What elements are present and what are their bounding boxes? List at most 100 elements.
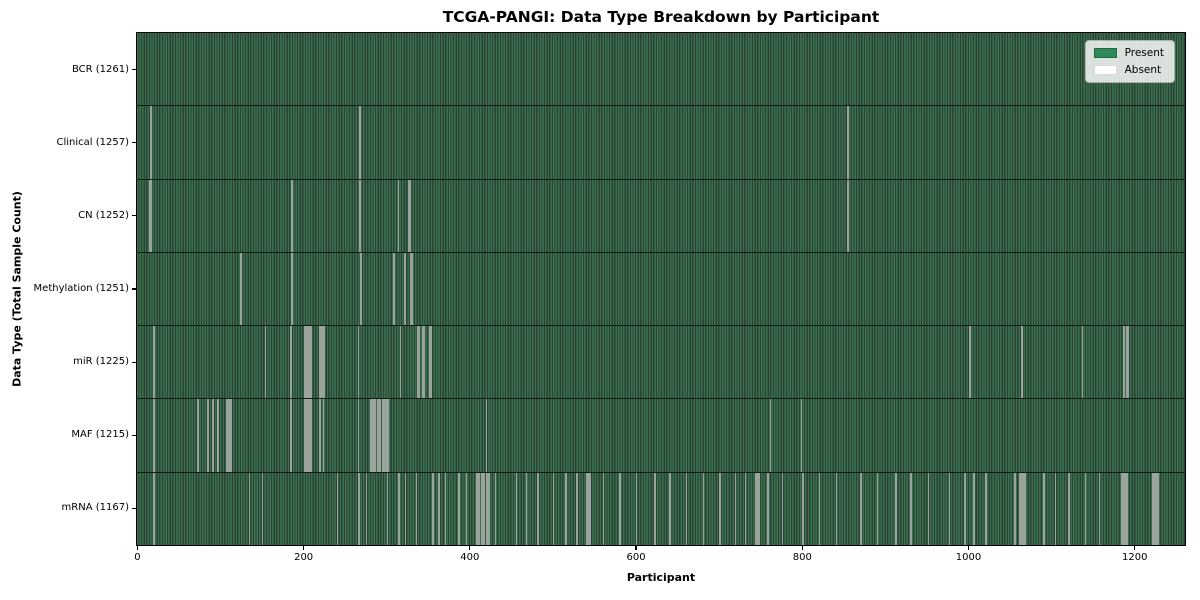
- absent-line: [417, 326, 419, 399]
- absent-line: [398, 472, 400, 545]
- absent-line: [307, 399, 310, 472]
- absent-line: [702, 472, 704, 545]
- absent-line: [1054, 472, 1057, 545]
- absent-line: [1156, 472, 1158, 545]
- absent-line: [525, 472, 527, 545]
- absent-line: [411, 252, 414, 326]
- absent-line: [654, 472, 656, 545]
- x-tick: [967, 546, 970, 550]
- absent-line: [357, 326, 360, 399]
- x-tick-label: 600: [626, 552, 646, 563]
- absent-line: [309, 399, 311, 472]
- absent-line: [306, 399, 309, 472]
- x-tick-label: 800: [792, 552, 812, 563]
- absent-line: [370, 399, 372, 472]
- absent-line: [781, 472, 783, 545]
- absent-line: [482, 472, 484, 545]
- x-tick-label: 1000: [955, 552, 982, 563]
- y-tick: [132, 68, 136, 71]
- absent-line: [304, 399, 306, 472]
- absent-line: [397, 179, 399, 252]
- absent-line: [1153, 472, 1156, 545]
- absent-line: [153, 472, 155, 545]
- absent-line: [1020, 472, 1023, 545]
- x-axis-label: Participant: [626, 571, 696, 584]
- absent-line: [964, 472, 966, 545]
- absent-line: [305, 326, 307, 399]
- absent-line: [769, 399, 772, 472]
- absent-line: [359, 179, 361, 252]
- absent-line: [1124, 472, 1127, 545]
- plot-area: Present Absent: [136, 32, 1186, 546]
- absent-line: [477, 472, 479, 545]
- absent-line: [228, 399, 231, 472]
- absent-line: [1122, 472, 1124, 545]
- absent-line: [150, 179, 153, 252]
- absent-line: [393, 252, 395, 326]
- absent-line: [847, 179, 849, 252]
- absent-line: [588, 472, 591, 545]
- absent-line: [400, 326, 402, 399]
- absent-line: [357, 399, 360, 472]
- absent-line: [744, 472, 747, 545]
- absent-line: [306, 399, 308, 472]
- data-type-row: [137, 326, 1185, 400]
- absent-line: [207, 399, 209, 472]
- absent-line: [149, 179, 152, 252]
- absent-line: [422, 326, 424, 399]
- absent-line: [985, 472, 987, 545]
- absent-line: [319, 399, 321, 472]
- absent-line: [552, 472, 555, 545]
- absent-line: [1043, 472, 1045, 545]
- absent-line: [438, 472, 440, 545]
- data-type-row: [137, 179, 1185, 253]
- absent-line: [478, 472, 481, 545]
- y-tick-label: CN (1252): [78, 209, 129, 221]
- absent-line: [485, 472, 488, 545]
- absent-line: [150, 106, 153, 179]
- legend-entry-absent: Absent: [1093, 64, 1164, 76]
- absent-line: [483, 472, 486, 545]
- absent-line: [305, 399, 307, 472]
- absent-line: [589, 472, 591, 545]
- absent-line: [359, 106, 361, 179]
- absent-line: [307, 326, 310, 399]
- x-tick: [469, 546, 471, 550]
- absent-line: [290, 399, 292, 472]
- absent-line: [153, 399, 155, 472]
- absent-line: [767, 472, 769, 545]
- absent-line: [948, 472, 950, 545]
- absent-line: [1081, 326, 1083, 399]
- absent-line: [1025, 472, 1027, 545]
- absent-line: [404, 252, 406, 326]
- x-tick: [801, 546, 803, 550]
- absent-line: [1153, 472, 1155, 545]
- absent-line: [877, 472, 879, 545]
- absent-line: [264, 326, 266, 399]
- y-tick: [132, 361, 136, 363]
- absent-line: [537, 472, 539, 545]
- absent-line: [1152, 472, 1154, 545]
- data-type-row: [137, 252, 1185, 327]
- absent-line: [228, 399, 230, 472]
- x-tick-label: 0: [134, 552, 141, 563]
- absent-line: [321, 326, 324, 399]
- absent-line: [755, 472, 758, 545]
- absent-line: [910, 472, 912, 545]
- absent-line: [1020, 472, 1022, 545]
- absent-line: [304, 326, 306, 399]
- absent-line: [218, 399, 220, 472]
- absent-line: [248, 472, 251, 545]
- absent-line: [1014, 472, 1016, 545]
- absent-line: [458, 472, 460, 545]
- absent-line: [385, 399, 388, 472]
- absent-line: [409, 179, 411, 252]
- absent-line: [423, 326, 425, 399]
- absent-line: [384, 399, 386, 472]
- absent-line: [927, 472, 930, 545]
- absent-line: [488, 472, 491, 545]
- absent-line: [969, 326, 971, 399]
- y-tick: [132, 507, 136, 510]
- absent-line: [371, 399, 374, 472]
- absent-line: [1123, 326, 1126, 399]
